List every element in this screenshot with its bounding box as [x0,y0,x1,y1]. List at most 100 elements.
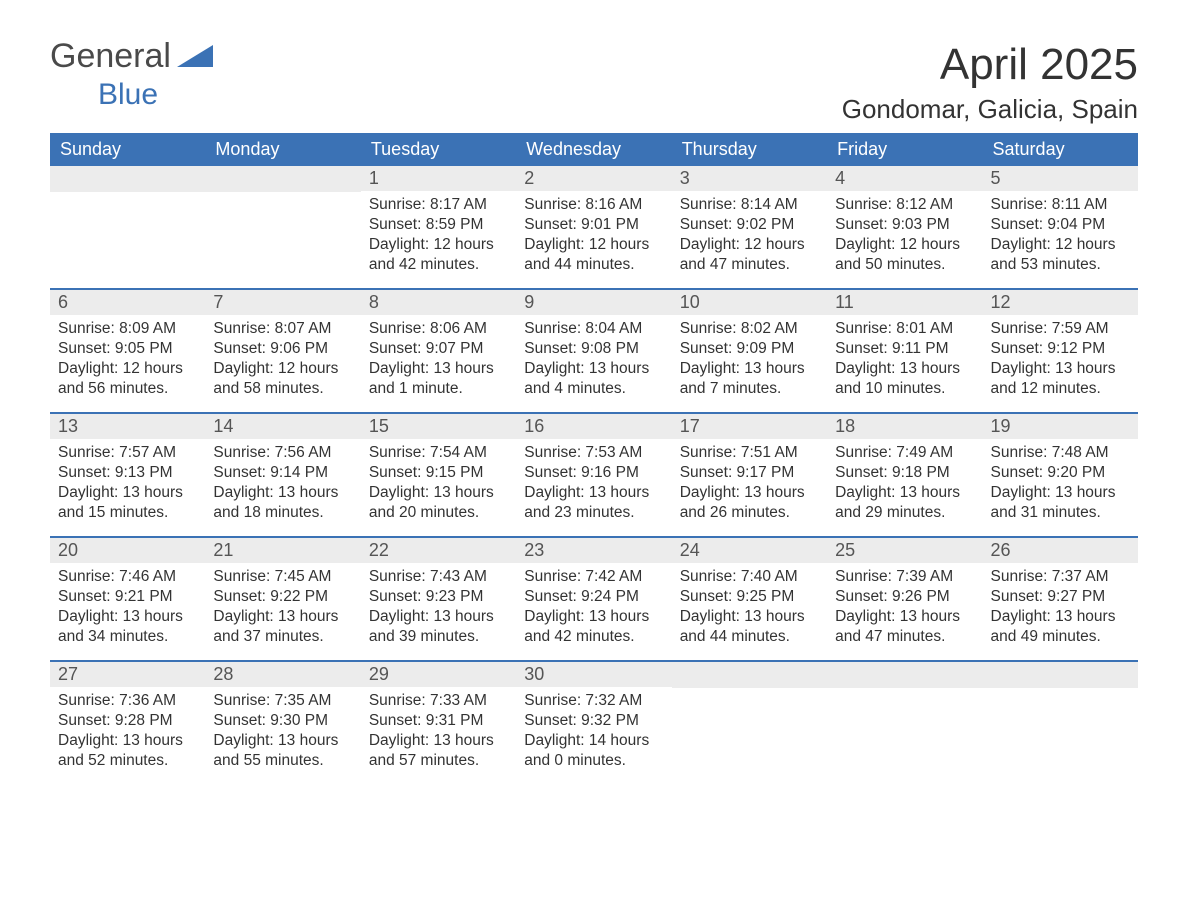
daylight-line: Daylight: 13 hours and 23 minutes. [524,483,663,523]
day-content: Sunrise: 7:33 AMSunset: 9:31 PMDaylight:… [361,687,516,780]
day-number: 8 [361,290,516,315]
day-number [50,166,205,192]
day-content: Sunrise: 8:11 AMSunset: 9:04 PMDaylight:… [983,191,1138,284]
sunset-line: Sunset: 9:02 PM [680,215,819,235]
sunrise-line: Sunrise: 8:17 AM [369,195,508,215]
calendar-day-cell: 14Sunrise: 7:56 AMSunset: 9:14 PMDayligh… [205,413,360,537]
day-content: Sunrise: 8:14 AMSunset: 9:02 PMDaylight:… [672,191,827,284]
day-content: Sunrise: 7:35 AMSunset: 9:30 PMDaylight:… [205,687,360,780]
sunset-line: Sunset: 9:25 PM [680,587,819,607]
day-number: 4 [827,166,982,191]
day-content: Sunrise: 8:12 AMSunset: 9:03 PMDaylight:… [827,191,982,284]
daylight-line: Daylight: 12 hours and 47 minutes. [680,235,819,275]
day-content [672,688,827,700]
sunrise-line: Sunrise: 8:06 AM [369,319,508,339]
sunrise-line: Sunrise: 7:37 AM [991,567,1130,587]
day-number: 30 [516,662,671,687]
day-content: Sunrise: 7:49 AMSunset: 9:18 PMDaylight:… [827,439,982,532]
calendar-day-cell: 24Sunrise: 7:40 AMSunset: 9:25 PMDayligh… [672,537,827,661]
sunrise-line: Sunrise: 7:57 AM [58,443,197,463]
sunset-line: Sunset: 9:24 PM [524,587,663,607]
calendar-day-cell: 8Sunrise: 8:06 AMSunset: 9:07 PMDaylight… [361,289,516,413]
calendar-day-cell: 5Sunrise: 8:11 AMSunset: 9:04 PMDaylight… [983,166,1138,289]
day-content: Sunrise: 7:43 AMSunset: 9:23 PMDaylight:… [361,563,516,656]
page-header: General Blue April 2025 Gondomar, Galici… [50,40,1138,125]
daylight-line: Daylight: 13 hours and 55 minutes. [213,731,352,771]
sunrise-line: Sunrise: 7:51 AM [680,443,819,463]
daylight-line: Daylight: 13 hours and 44 minutes. [680,607,819,647]
calendar-day-cell: 29Sunrise: 7:33 AMSunset: 9:31 PMDayligh… [361,661,516,784]
daylight-line: Daylight: 13 hours and 20 minutes. [369,483,508,523]
sunrise-line: Sunrise: 7:54 AM [369,443,508,463]
day-content [983,688,1138,700]
calendar-day-cell: 7Sunrise: 8:07 AMSunset: 9:06 PMDaylight… [205,289,360,413]
day-content: Sunrise: 7:32 AMSunset: 9:32 PMDaylight:… [516,687,671,780]
day-number: 3 [672,166,827,191]
sunset-line: Sunset: 9:26 PM [835,587,974,607]
day-content: Sunrise: 7:46 AMSunset: 9:21 PMDaylight:… [50,563,205,656]
calendar-week-row: 1Sunrise: 8:17 AMSunset: 8:59 PMDaylight… [50,166,1138,289]
sunset-line: Sunset: 9:05 PM [58,339,197,359]
day-number: 26 [983,538,1138,563]
calendar-day-cell [672,661,827,784]
calendar-day-cell: 20Sunrise: 7:46 AMSunset: 9:21 PMDayligh… [50,537,205,661]
calendar-day-cell [983,661,1138,784]
sunrise-line: Sunrise: 7:56 AM [213,443,352,463]
day-number: 6 [50,290,205,315]
sunrise-line: Sunrise: 7:32 AM [524,691,663,711]
sunrise-line: Sunrise: 8:01 AM [835,319,974,339]
calendar-day-cell: 16Sunrise: 7:53 AMSunset: 9:16 PMDayligh… [516,413,671,537]
day-content: Sunrise: 8:06 AMSunset: 9:07 PMDaylight:… [361,315,516,408]
calendar-week-row: 13Sunrise: 7:57 AMSunset: 9:13 PMDayligh… [50,413,1138,537]
daylight-line: Daylight: 13 hours and 12 minutes. [991,359,1130,399]
sunset-line: Sunset: 9:20 PM [991,463,1130,483]
day-content: Sunrise: 8:02 AMSunset: 9:09 PMDaylight:… [672,315,827,408]
calendar-day-cell: 26Sunrise: 7:37 AMSunset: 9:27 PMDayligh… [983,537,1138,661]
day-content [827,688,982,700]
day-number: 19 [983,414,1138,439]
calendar-day-cell: 3Sunrise: 8:14 AMSunset: 9:02 PMDaylight… [672,166,827,289]
day-number: 7 [205,290,360,315]
calendar-week-row: 6Sunrise: 8:09 AMSunset: 9:05 PMDaylight… [50,289,1138,413]
day-number: 28 [205,662,360,687]
daylight-line: Daylight: 12 hours and 42 minutes. [369,235,508,275]
weekday-header-row: Sunday Monday Tuesday Wednesday Thursday… [50,133,1138,166]
day-content: Sunrise: 8:16 AMSunset: 9:01 PMDaylight:… [516,191,671,284]
daylight-line: Daylight: 13 hours and 49 minutes. [991,607,1130,647]
daylight-line: Daylight: 12 hours and 56 minutes. [58,359,197,399]
weekday-header: Monday [205,133,360,166]
calendar-day-cell: 11Sunrise: 8:01 AMSunset: 9:11 PMDayligh… [827,289,982,413]
sunrise-line: Sunrise: 7:42 AM [524,567,663,587]
logo-triangle-icon [177,45,213,67]
calendar-day-cell: 18Sunrise: 7:49 AMSunset: 9:18 PMDayligh… [827,413,982,537]
day-number: 27 [50,662,205,687]
sunrise-line: Sunrise: 8:07 AM [213,319,352,339]
calendar-week-row: 27Sunrise: 7:36 AMSunset: 9:28 PMDayligh… [50,661,1138,784]
sunset-line: Sunset: 9:14 PM [213,463,352,483]
sunset-line: Sunset: 9:21 PM [58,587,197,607]
sunrise-line: Sunrise: 8:12 AM [835,195,974,215]
day-content: Sunrise: 7:59 AMSunset: 9:12 PMDaylight:… [983,315,1138,408]
day-content: Sunrise: 7:37 AMSunset: 9:27 PMDaylight:… [983,563,1138,656]
day-number: 24 [672,538,827,563]
day-number [205,166,360,192]
daylight-line: Daylight: 13 hours and 39 minutes. [369,607,508,647]
sunset-line: Sunset: 9:11 PM [835,339,974,359]
day-number [827,662,982,688]
day-number: 18 [827,414,982,439]
daylight-line: Daylight: 13 hours and 10 minutes. [835,359,974,399]
calendar-day-cell: 10Sunrise: 8:02 AMSunset: 9:09 PMDayligh… [672,289,827,413]
calendar-day-cell: 25Sunrise: 7:39 AMSunset: 9:26 PMDayligh… [827,537,982,661]
calendar-day-cell: 19Sunrise: 7:48 AMSunset: 9:20 PMDayligh… [983,413,1138,537]
calendar-day-cell: 4Sunrise: 8:12 AMSunset: 9:03 PMDaylight… [827,166,982,289]
calendar-day-cell: 13Sunrise: 7:57 AMSunset: 9:13 PMDayligh… [50,413,205,537]
day-content: Sunrise: 7:45 AMSunset: 9:22 PMDaylight:… [205,563,360,656]
day-content [50,192,205,204]
sunset-line: Sunset: 9:13 PM [58,463,197,483]
calendar-day-cell [205,166,360,289]
sunset-line: Sunset: 9:23 PM [369,587,508,607]
daylight-line: Daylight: 14 hours and 0 minutes. [524,731,663,771]
daylight-line: Daylight: 13 hours and 7 minutes. [680,359,819,399]
daylight-line: Daylight: 13 hours and 42 minutes. [524,607,663,647]
day-number: 2 [516,166,671,191]
